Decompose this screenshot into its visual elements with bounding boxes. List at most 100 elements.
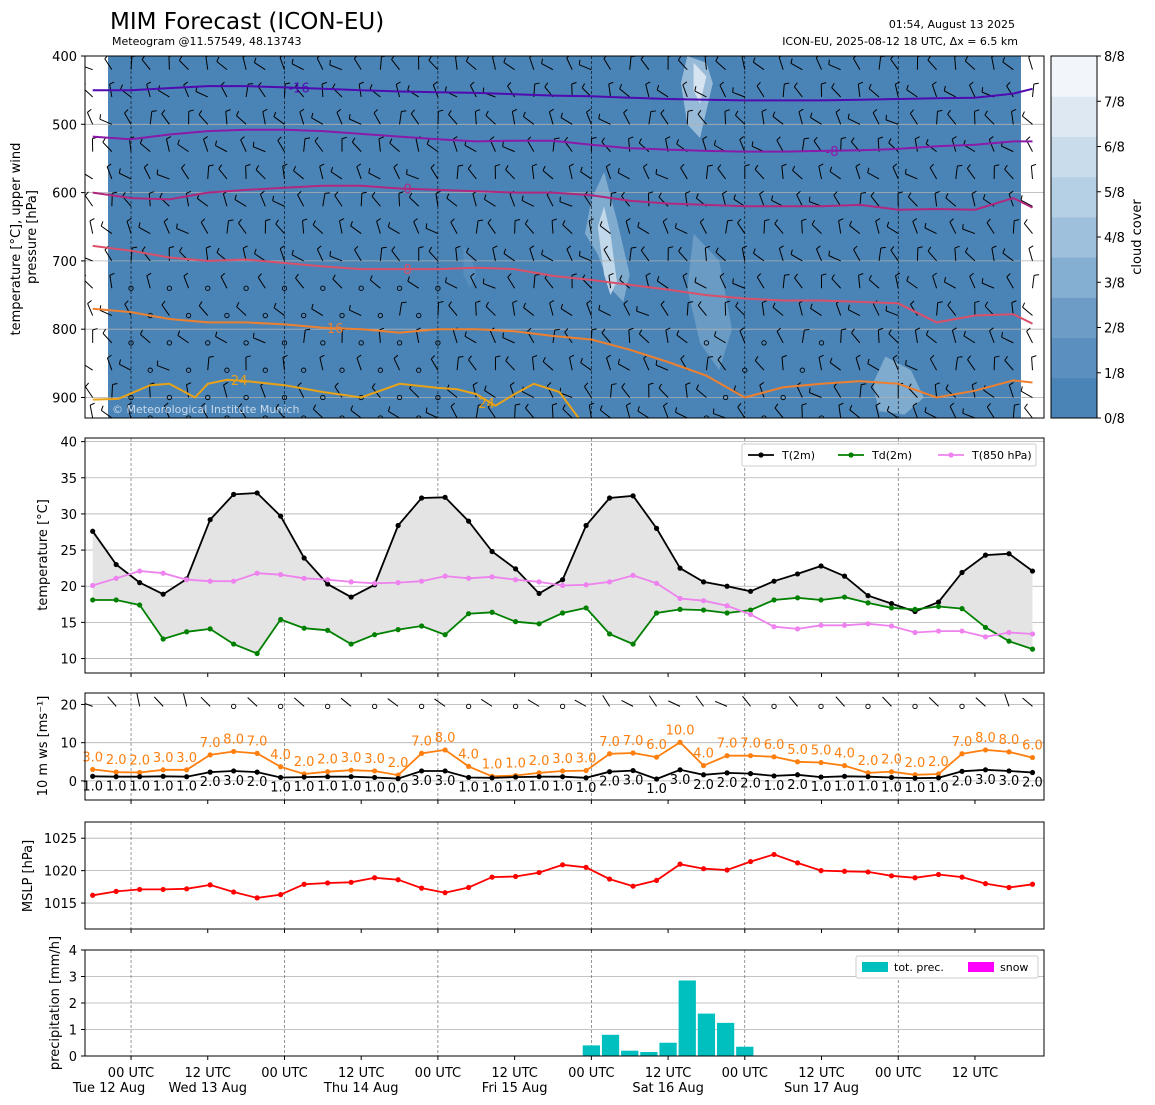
series0-point	[466, 518, 472, 524]
wind-barb	[974, 109, 980, 112]
wind-barb	[371, 383, 376, 388]
wind-barb	[407, 280, 420, 289]
ws-point	[606, 769, 613, 775]
wind-barb	[208, 355, 214, 358]
wind-barb	[586, 108, 591, 113]
wind-barb	[245, 355, 251, 358]
wind-barb	[934, 384, 938, 398]
wind-barb	[828, 250, 831, 256]
wind-barb	[265, 218, 271, 222]
wind-barb	[215, 336, 228, 344]
wind-value-label: 2.0	[599, 775, 620, 790]
wind-barb	[696, 388, 707, 398]
ws-point	[559, 774, 566, 780]
wind-barb	[944, 90, 957, 98]
wind-barb	[697, 114, 707, 125]
wind-barb	[201, 406, 209, 418]
wind-barb	[480, 698, 493, 707]
wind-barb	[890, 246, 895, 251]
wind-barb	[446, 197, 458, 207]
series2-point	[325, 577, 331, 583]
wind-barb	[875, 402, 881, 406]
ws-point	[1029, 769, 1036, 776]
y-tick-label: 900	[52, 392, 77, 407]
wind-barb	[732, 87, 734, 93]
precip-bar	[601, 1034, 620, 1056]
wind-barb	[529, 248, 535, 262]
isotherm-line	[92, 244, 1033, 325]
wind-barb	[753, 61, 765, 71]
wind-barb	[302, 220, 305, 234]
wind-barb	[521, 195, 524, 201]
series2-point	[231, 578, 237, 584]
series1-point	[231, 641, 237, 647]
copyright-note: © Meteorological Institute Munich	[112, 403, 299, 416]
time-axis: 00 UTC 12 UTC 00 UTC 12 UTC 00 UTC 12 UTC 00 U…	[72, 1066, 998, 1096]
calm-marker	[262, 367, 268, 373]
wind-barb	[465, 56, 469, 62]
wind-barb	[448, 305, 458, 316]
wind-barb	[512, 300, 518, 304]
wind-barb	[1014, 403, 1020, 406]
wind-barb	[991, 248, 995, 261]
wind-value-label: 1.0	[552, 780, 573, 795]
wind-barb	[656, 84, 660, 91]
wind-barb	[945, 384, 949, 390]
wind-barb	[909, 109, 915, 114]
wind-barb	[735, 110, 739, 116]
wind-barb	[85, 66, 93, 71]
wind-barb	[801, 329, 805, 343]
wind-barb	[838, 405, 842, 418]
wind-barb	[886, 406, 890, 412]
mslp-point	[395, 877, 401, 883]
series0-point	[90, 528, 96, 534]
wind-barb	[220, 276, 228, 289]
wind-value-label: 1.0	[82, 779, 103, 794]
wind-barb	[618, 363, 630, 371]
wind-barb	[312, 224, 324, 234]
mslp-point	[442, 890, 448, 896]
calm-marker	[722, 394, 729, 401]
wind-barb	[813, 140, 822, 152]
wind-barb	[389, 138, 393, 144]
wind-barb	[339, 220, 343, 234]
wind-barb	[732, 282, 745, 289]
series0-point	[583, 522, 589, 529]
wind-barb	[714, 700, 728, 707]
calm-marker	[416, 312, 422, 319]
gust-point	[630, 750, 636, 756]
series1-point	[137, 602, 143, 608]
wind-barb	[303, 329, 306, 343]
colorbar-step	[1051, 257, 1097, 298]
mslp-point	[160, 886, 166, 893]
wind-barb	[809, 392, 822, 398]
wind-barb	[1021, 111, 1025, 117]
wind-barb	[294, 82, 299, 88]
wind-barb	[771, 199, 784, 207]
gust-point	[160, 767, 166, 773]
wind-barb	[445, 281, 458, 289]
wind-barb	[275, 223, 285, 234]
wind-barb	[578, 250, 581, 256]
series2-point	[254, 570, 260, 576]
wind-barb	[205, 247, 209, 261]
series1-point	[935, 603, 942, 610]
wind-barb	[772, 111, 776, 117]
gust-point	[137, 769, 143, 776]
gust-point	[254, 750, 260, 756]
wind-barb	[794, 273, 798, 279]
wind-barb	[104, 249, 113, 262]
wind-barb	[1006, 276, 1014, 289]
ws-point	[254, 769, 260, 775]
wind-barb	[99, 309, 113, 317]
wind-barb	[85, 191, 89, 196]
wind-value-label: 1.0	[270, 780, 291, 795]
wind-barb	[89, 405, 94, 418]
wind-barb	[949, 221, 957, 234]
wind-barb	[220, 272, 226, 278]
wind-barb	[89, 402, 95, 406]
wind-barb	[947, 113, 957, 125]
wind-barb	[388, 410, 400, 418]
wind-barb	[198, 301, 203, 307]
wind-barb	[908, 196, 918, 207]
